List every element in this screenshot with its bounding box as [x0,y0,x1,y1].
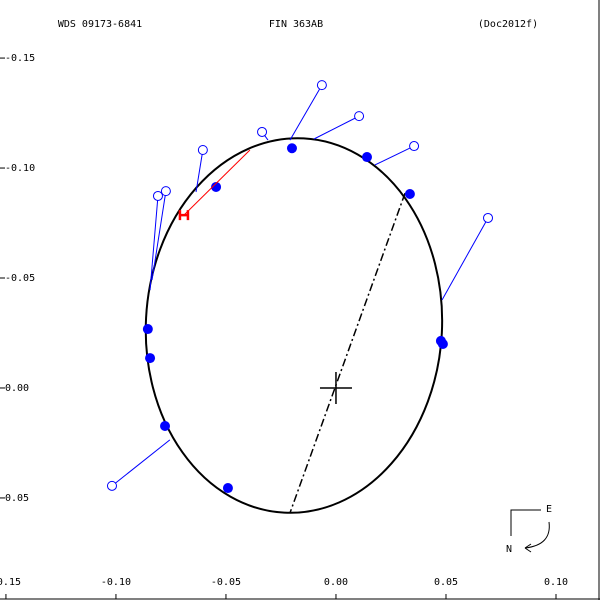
residual-line [313,115,360,140]
y-tick-label: -0.05 [5,273,35,284]
y-tick-label: 0.05 [5,493,29,504]
residual-line [195,149,204,193]
observation-point [437,338,448,349]
y-tick-label: 0.00 [5,383,29,394]
residual-line [374,145,415,166]
residual-line [151,191,167,281]
residual-line [149,195,159,291]
observation-point [160,186,171,197]
observation-point [354,111,365,122]
observation-point [361,152,372,163]
observation-point [106,480,117,491]
residual-line [111,439,171,487]
header-ref: (Doc2012f) [478,19,538,30]
compass-east: E [546,504,552,515]
compass-axes [510,509,541,536]
y-tick-label: -0.10 [5,163,35,174]
residual-line [183,149,251,216]
residual-line [441,217,489,301]
header-pair: FIN 363AB [269,19,323,30]
orbit-ellipse [144,137,444,514]
x-tick-label: -0.05 [211,577,241,588]
observation-point [197,145,208,155]
observation-point [142,324,153,335]
observation-point [160,421,171,432]
observation-point [286,143,297,154]
observation-point [152,190,163,201]
observation-point [409,141,420,152]
x-tick-label: 0.10 [544,577,568,588]
observation-point [316,80,327,91]
x-tick-label: -0.15 [0,577,21,588]
observation-point [178,210,190,221]
compass-arrowhead [524,543,532,553]
x-tick-label: 0.05 [434,577,458,588]
compass-arrow [524,521,550,549]
compass-north: N [506,544,512,555]
observation-point [222,483,233,494]
residual-line [289,84,323,141]
header-id: WDS 09173-6841 [58,19,142,30]
primary-star [319,371,352,404]
observation-point [483,212,494,223]
x-tick-label: 0.00 [324,577,348,588]
compass: E N [506,504,552,555]
line-of-nodes [289,192,406,514]
observation-point [257,126,268,137]
observation-point [211,181,222,192]
y-tick-label: -0.15 [5,53,35,64]
observation-point [145,353,156,364]
observation-point [404,188,415,199]
x-tick-label: -0.10 [101,577,131,588]
